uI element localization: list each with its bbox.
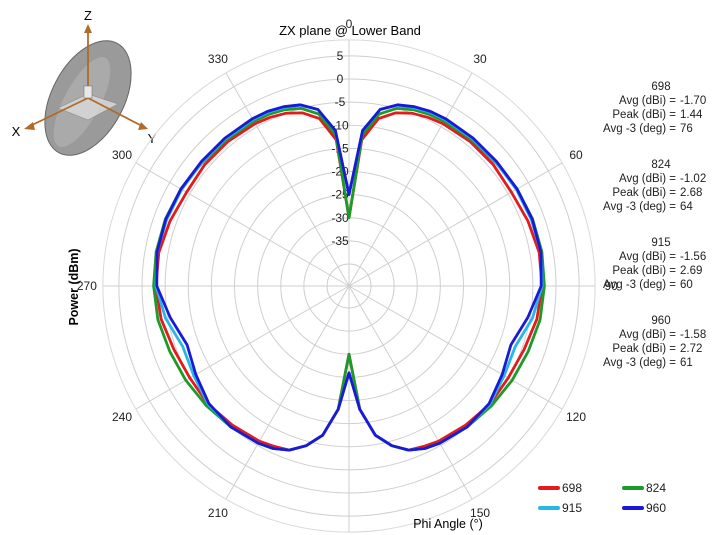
stat-label: Avg (dBi) =: [619, 251, 676, 263]
grid-spoke: [225, 285, 350, 500]
stats-freq: 915: [651, 237, 671, 249]
stats-block: 960 Avg (dBi) = -1.58 Peak (dBi) = 2.72 Av…: [588, 314, 722, 370]
stats-block: 915 Avg (dBi) = -1.56 Peak (dBi) = 2.69 Av…: [588, 236, 722, 292]
stat-label: Peak (dBi) =: [612, 343, 676, 355]
angle-tick-label: 0: [346, 17, 353, 31]
grid-spoke: [225, 72, 350, 287]
stat-label: Peak (dBi) =: [612, 187, 676, 199]
legend-item: 698: [538, 481, 582, 495]
x-axis-title: Phi Angle (°): [413, 517, 483, 531]
stat-value: 64: [680, 201, 693, 213]
legend-label: 915: [562, 501, 583, 515]
grid-spoke: [348, 162, 563, 287]
legend-item: 960: [622, 501, 666, 515]
stat-value: -1.70: [680, 95, 707, 107]
stat-label: Avg (dBi) =: [619, 173, 676, 185]
stat-value: 2.69: [680, 265, 703, 277]
stats-block: 824 Avg (dBi) = -1.02 Peak (dBi) = 2.68 Av…: [588, 158, 722, 214]
grid-spoke: [135, 285, 350, 410]
radial-tick-label: -35: [331, 234, 349, 248]
stat-label: Avg -3 (deg) =: [603, 279, 676, 291]
stat-value: 76: [680, 123, 693, 135]
legend-swatch: [622, 506, 644, 510]
stat-label: Avg -3 (deg) =: [603, 201, 676, 213]
angle-tick-labels: 0306090120150180210240270300330: [77, 17, 618, 520]
angle-tick-label: 300: [112, 148, 132, 162]
radial-tick-label: -5: [335, 95, 346, 109]
legend-swatch: [622, 486, 644, 490]
stat-label: Peak (dBi) =: [612, 265, 676, 277]
series-layer: [152, 103, 546, 452]
stat-value: 2.68: [680, 187, 703, 199]
stat-value: -1.02: [680, 173, 707, 185]
stats-freq: 824: [651, 159, 671, 171]
stat-label: Avg (dBi) =: [619, 329, 676, 341]
stats-freq: 698: [651, 81, 671, 93]
stat-value: 60: [680, 279, 693, 291]
stat-value: 1.44: [680, 109, 703, 121]
stat-label: Avg -3 (deg) =: [603, 357, 676, 369]
grid-spoke: [348, 285, 473, 500]
angle-tick-label: 240: [112, 410, 132, 424]
stat-value: 2.72: [680, 343, 703, 355]
legend-label: 960: [646, 501, 667, 515]
angle-tick-label: 60: [569, 148, 583, 162]
y-axis-title: Power (dBm): [67, 248, 81, 325]
stats-block: 698 Avg (dBi) = -1.70 Peak (dBi) = 1.44 Av…: [588, 80, 722, 136]
stat-label: Peak (dBi) =: [612, 109, 676, 121]
legend-label: 698: [562, 481, 583, 495]
angle-tick-label: 30: [473, 52, 487, 66]
stats-panel: 698 Avg (dBi) = -1.70 Peak (dBi) = 1.44 Av…: [588, 80, 722, 392]
angle-tick-label: 270: [77, 279, 97, 293]
legend-item: 824: [622, 481, 666, 495]
coordinate-axes-icon: Z X Y: [12, 8, 157, 156]
z-axis-label: Z: [84, 8, 92, 23]
legend-swatch: [538, 506, 560, 510]
angle-tick-label: 120: [566, 410, 586, 424]
chart-title: ZX plane @ Lower Band: [279, 23, 421, 38]
series-line-960: [155, 103, 543, 452]
legend-item: 915: [538, 501, 582, 515]
angle-tick-label: 90: [604, 279, 618, 293]
angle-tick-label: 150: [470, 506, 490, 520]
grid-spoke: [135, 162, 350, 287]
radial-tick-label: 0: [337, 72, 344, 86]
polar-grid: [102, 39, 596, 533]
stat-label: Avg -3 (deg) =: [603, 123, 676, 135]
angle-tick-label: 210: [208, 506, 228, 520]
angle-tick-label: 330: [208, 52, 228, 66]
x-axis-label: X: [12, 124, 21, 139]
grid-spoke: [348, 72, 473, 287]
legend-label: 824: [646, 481, 667, 495]
legend-swatch: [538, 486, 560, 490]
stats-freq: 960: [651, 315, 671, 327]
stat-value: -1.58: [680, 329, 707, 341]
stat-value: -1.56: [680, 251, 707, 263]
radial-tick-label: 5: [337, 49, 344, 63]
stat-value: 61: [680, 357, 693, 369]
stat-label: Avg (dBi) =: [619, 95, 676, 107]
radial-tick-label: -30: [331, 211, 349, 225]
grid-spoke: [348, 285, 563, 410]
